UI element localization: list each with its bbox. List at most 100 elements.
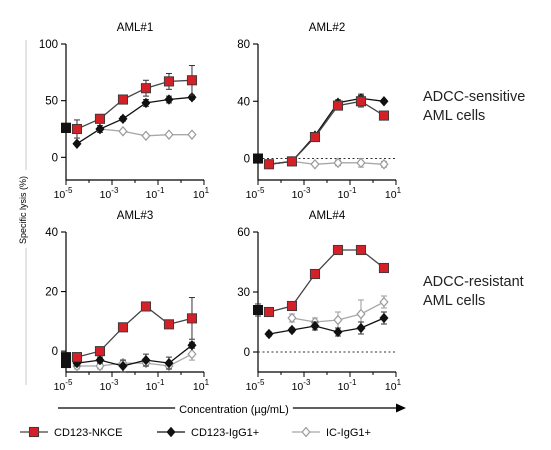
x-tick-label-base: 10 bbox=[292, 381, 304, 393]
data-point bbox=[332, 244, 344, 256]
data-point bbox=[378, 110, 390, 121]
x-tick-label-base: 10 bbox=[385, 189, 397, 201]
y-tick-label: 60 bbox=[237, 227, 250, 239]
untreated-marker bbox=[61, 122, 71, 133]
data-point bbox=[186, 313, 198, 324]
x-tick-label: 10-3 bbox=[100, 378, 119, 393]
data-point bbox=[356, 157, 366, 169]
legend-marker bbox=[166, 426, 176, 438]
data-point bbox=[379, 158, 389, 170]
data-point bbox=[94, 346, 106, 357]
y-tick-label: 40 bbox=[45, 227, 58, 239]
x-tick-label-exponent: -5 bbox=[65, 186, 73, 195]
x-tick-label-base: 10 bbox=[292, 189, 304, 201]
data-point bbox=[140, 83, 152, 94]
data-point bbox=[286, 300, 298, 312]
x-tick-label-exponent: -3 bbox=[111, 186, 119, 195]
data-point bbox=[310, 320, 320, 332]
x-tick-label: 101 bbox=[193, 378, 210, 393]
x-tick-label: 10-1 bbox=[338, 378, 357, 393]
x-axis-arrow-head bbox=[396, 403, 406, 413]
data-point bbox=[118, 113, 128, 125]
x-tick-label-base: 10 bbox=[193, 381, 205, 393]
data-point bbox=[378, 262, 390, 274]
untreated-marker bbox=[253, 153, 263, 164]
untreated-marker bbox=[253, 305, 263, 315]
x-tick-label-base: 10 bbox=[54, 381, 66, 393]
x-tick-label-base: 10 bbox=[193, 189, 205, 201]
data-point bbox=[333, 326, 343, 338]
series-cd123-nkce bbox=[61, 297, 198, 363]
data-point bbox=[379, 96, 389, 107]
x-tick-label: 101 bbox=[385, 378, 402, 393]
x-tick-label-exponent: -1 bbox=[157, 378, 165, 387]
y-tick-label: 0 bbox=[244, 154, 250, 166]
x-tick-label: 10-5 bbox=[54, 186, 73, 201]
panel-title: AML#3 bbox=[117, 210, 153, 222]
x-tick-label-exponent: -1 bbox=[157, 186, 165, 195]
data-point bbox=[355, 244, 367, 256]
series-line bbox=[76, 79, 193, 130]
data-point bbox=[310, 158, 320, 170]
y-tick-label: 100 bbox=[39, 39, 58, 51]
data-point bbox=[72, 138, 82, 149]
x-tick-label-exponent: -3 bbox=[111, 378, 119, 387]
data-point bbox=[333, 314, 343, 326]
group-label-sensitive-line1: ADCC-sensitive bbox=[423, 89, 526, 105]
data-point bbox=[379, 312, 389, 324]
x-tick-label-exponent: -3 bbox=[303, 186, 311, 195]
y-tick-label: 20 bbox=[45, 287, 58, 299]
group-label-sensitive-line2: AML cells bbox=[423, 108, 486, 124]
data-point bbox=[332, 100, 344, 111]
x-tick-label-exponent: -5 bbox=[257, 186, 265, 195]
x-tick-label-base: 10 bbox=[338, 381, 350, 393]
data-point bbox=[263, 306, 275, 318]
data-point bbox=[163, 319, 175, 330]
data-point bbox=[263, 159, 275, 170]
data-point bbox=[264, 328, 274, 340]
y-tick-label: 0 bbox=[52, 346, 58, 358]
series-line bbox=[268, 100, 385, 165]
panel-title: AML#1 bbox=[117, 22, 153, 34]
x-tick-label-exponent: 1 bbox=[205, 378, 210, 387]
series-line bbox=[77, 353, 193, 367]
group-label-resistant-line1: ADCC-resistant bbox=[423, 274, 524, 290]
x-tick-label: 10-1 bbox=[146, 186, 165, 201]
data-point bbox=[187, 348, 197, 360]
legend-item-ic-igg1-: IC-IgG1+ bbox=[292, 426, 371, 439]
x-tick-label: 10-1 bbox=[146, 378, 165, 393]
x-tick-label: 10-3 bbox=[292, 186, 311, 201]
x-axis-label: Concentration (µg/mL) bbox=[179, 404, 289, 416]
series-cd123-igg1- bbox=[61, 92, 197, 149]
x-tick-label-base: 10 bbox=[146, 381, 158, 393]
data-point bbox=[309, 268, 321, 280]
y-axis-label: Specific lysis (%) bbox=[18, 176, 28, 244]
x-tick-label-exponent: -5 bbox=[65, 378, 73, 387]
x-tick-label-exponent: 1 bbox=[397, 378, 402, 387]
series-line bbox=[268, 97, 385, 165]
legend-item-cd123-igg1-: CD123-IgG1+ bbox=[157, 426, 259, 439]
data-point bbox=[355, 96, 367, 107]
data-point bbox=[95, 354, 105, 366]
y-tick-label: 50 bbox=[45, 96, 58, 108]
panel-title: AML#4 bbox=[309, 210, 346, 222]
x-tick-label-exponent: 1 bbox=[397, 186, 402, 195]
data-point bbox=[186, 75, 198, 86]
data-point bbox=[140, 301, 152, 312]
series-cd123-nkce bbox=[61, 65, 198, 139]
data-point bbox=[164, 357, 174, 369]
data-point bbox=[356, 308, 366, 320]
data-point bbox=[118, 125, 128, 137]
group-label-resistant-line2: AML cells bbox=[423, 293, 486, 309]
x-tick-label-base: 10 bbox=[100, 189, 112, 201]
untreated-marker bbox=[61, 352, 71, 363]
legend-marker bbox=[28, 426, 40, 438]
data-point bbox=[94, 113, 106, 124]
data-point bbox=[95, 123, 105, 135]
data-point bbox=[141, 97, 151, 109]
x-axis-label-background bbox=[175, 403, 293, 417]
data-point bbox=[141, 354, 151, 366]
x-tick-label: 101 bbox=[385, 186, 402, 201]
